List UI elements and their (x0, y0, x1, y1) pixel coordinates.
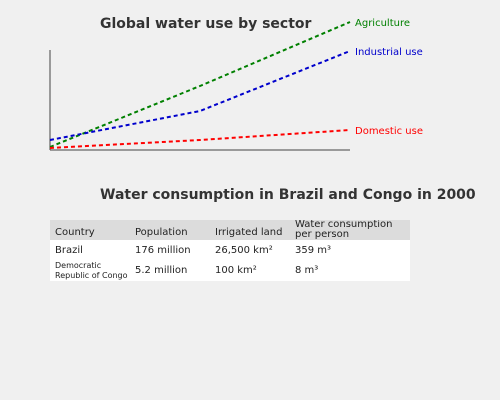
water-consumption-table: Country Population Irrigated land Water … (50, 220, 410, 281)
table-row-congo: Democratic Republic of Congo 5.2 million… (50, 260, 410, 281)
cell-irrigated-land: 100 km² (215, 265, 257, 276)
cell-water-consumption: 359 m³ (295, 244, 332, 256)
table-header-row: Country Population Irrigated land Water … (50, 220, 410, 240)
cell-country: Brazil (55, 244, 83, 256)
series-line-industrial-use (49, 50, 351, 141)
series-label-agriculture: Agriculture (355, 18, 410, 29)
table-title: Water consumption in Brazil and Congo in… (100, 187, 476, 203)
header-water-consumption: Water consumption per person (295, 220, 393, 240)
series-line-agriculture (49, 21, 351, 148)
cell-population: 5.2 million (135, 265, 188, 276)
cell-water-consumption: 8 m³ (295, 265, 319, 276)
header-population: Population (135, 227, 188, 238)
cell-country: Democratic Republic of Congo (55, 261, 128, 280)
series-label-domestic-use: Domestic use (355, 126, 423, 137)
header-country: Country (55, 227, 95, 238)
series-line-domestic-use (49, 129, 351, 149)
header-irrigated-land: Irrigated land (215, 227, 283, 238)
chart-title: Global water use by sector (100, 16, 312, 32)
cell-irrigated-land: 26,500 km² (215, 244, 273, 256)
series-layer: Agriculture Industrial use Domestic use (49, 18, 423, 149)
line-chart: Agriculture Industrial use Domestic use (49, 18, 423, 151)
series-label-industrial-use: Industrial use (355, 47, 423, 58)
table-row-brazil: Brazil 176 million 26,500 km² 359 m³ (50, 240, 410, 260)
cell-population: 176 million (135, 244, 191, 256)
